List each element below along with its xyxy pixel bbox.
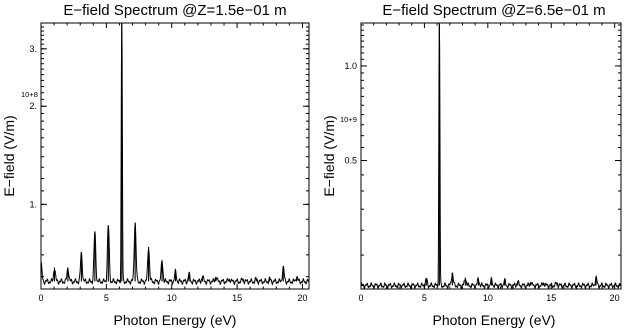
y-axis-1: 1. 2. 3.: [29, 26, 309, 278]
multiplier-label-1: 10+8: [21, 90, 38, 99]
chart-panel-2: E−field Spectrum @Z=6.5e−01 m 0 5 10 15 20 0…: [321, 2, 622, 328]
y-tick-label: 1.: [29, 199, 37, 209]
x-tick-label: 10: [483, 293, 493, 303]
y-axis-label-1: E−field (V/m): [1, 115, 17, 196]
series-line-1: [40, 23, 310, 286]
chart-title-2: E−field Spectrum @Z=6.5e−01 m: [382, 2, 605, 19]
y-tick-label: 1.0: [344, 61, 357, 71]
x-tick-label: 0: [38, 293, 43, 303]
x-tick-label: 15: [546, 293, 556, 303]
chart-title-1: E−field Spectrum @Z=1.5e−01 m: [63, 2, 286, 19]
y-axis-2: 0.5 1.0: [344, 24, 621, 287]
x-tick-label: 15: [232, 293, 242, 303]
chart-panel-1: E−field Spectrum @Z=1.5e−01 m 0 5 10 15 20 1…: [1, 2, 310, 328]
y-axis-label-2: E−field (V/m): [321, 115, 337, 196]
x-axis-label-1: Photon Energy (eV): [114, 312, 237, 328]
peak-markers-1: [40, 23, 298, 282]
x-tick-label: 20: [610, 293, 620, 303]
series-line-2: [360, 23, 622, 290]
x-tick-label: 20: [297, 293, 307, 303]
x-axis-2: 0 5 10 15 20: [358, 23, 620, 303]
y-tick-label: 3.: [29, 44, 37, 54]
peak-markers-2: [425, 23, 597, 286]
x-axis-label-2: Photon Energy (eV): [433, 312, 556, 328]
y-tick-label: 0.5: [344, 156, 357, 166]
y-tick-label: 2.: [29, 101, 37, 111]
x-tick-label: 5: [422, 293, 427, 303]
multiplier-label-2: 10+9: [340, 115, 357, 124]
x-tick-label: 10: [167, 293, 177, 303]
x-axis-1: 0 5 10 15 20: [38, 23, 307, 303]
plot-frame-1: [40, 22, 310, 290]
x-tick-label: 5: [104, 293, 109, 303]
x-tick-label: 0: [358, 293, 363, 303]
plot-frame-2: [360, 22, 622, 290]
